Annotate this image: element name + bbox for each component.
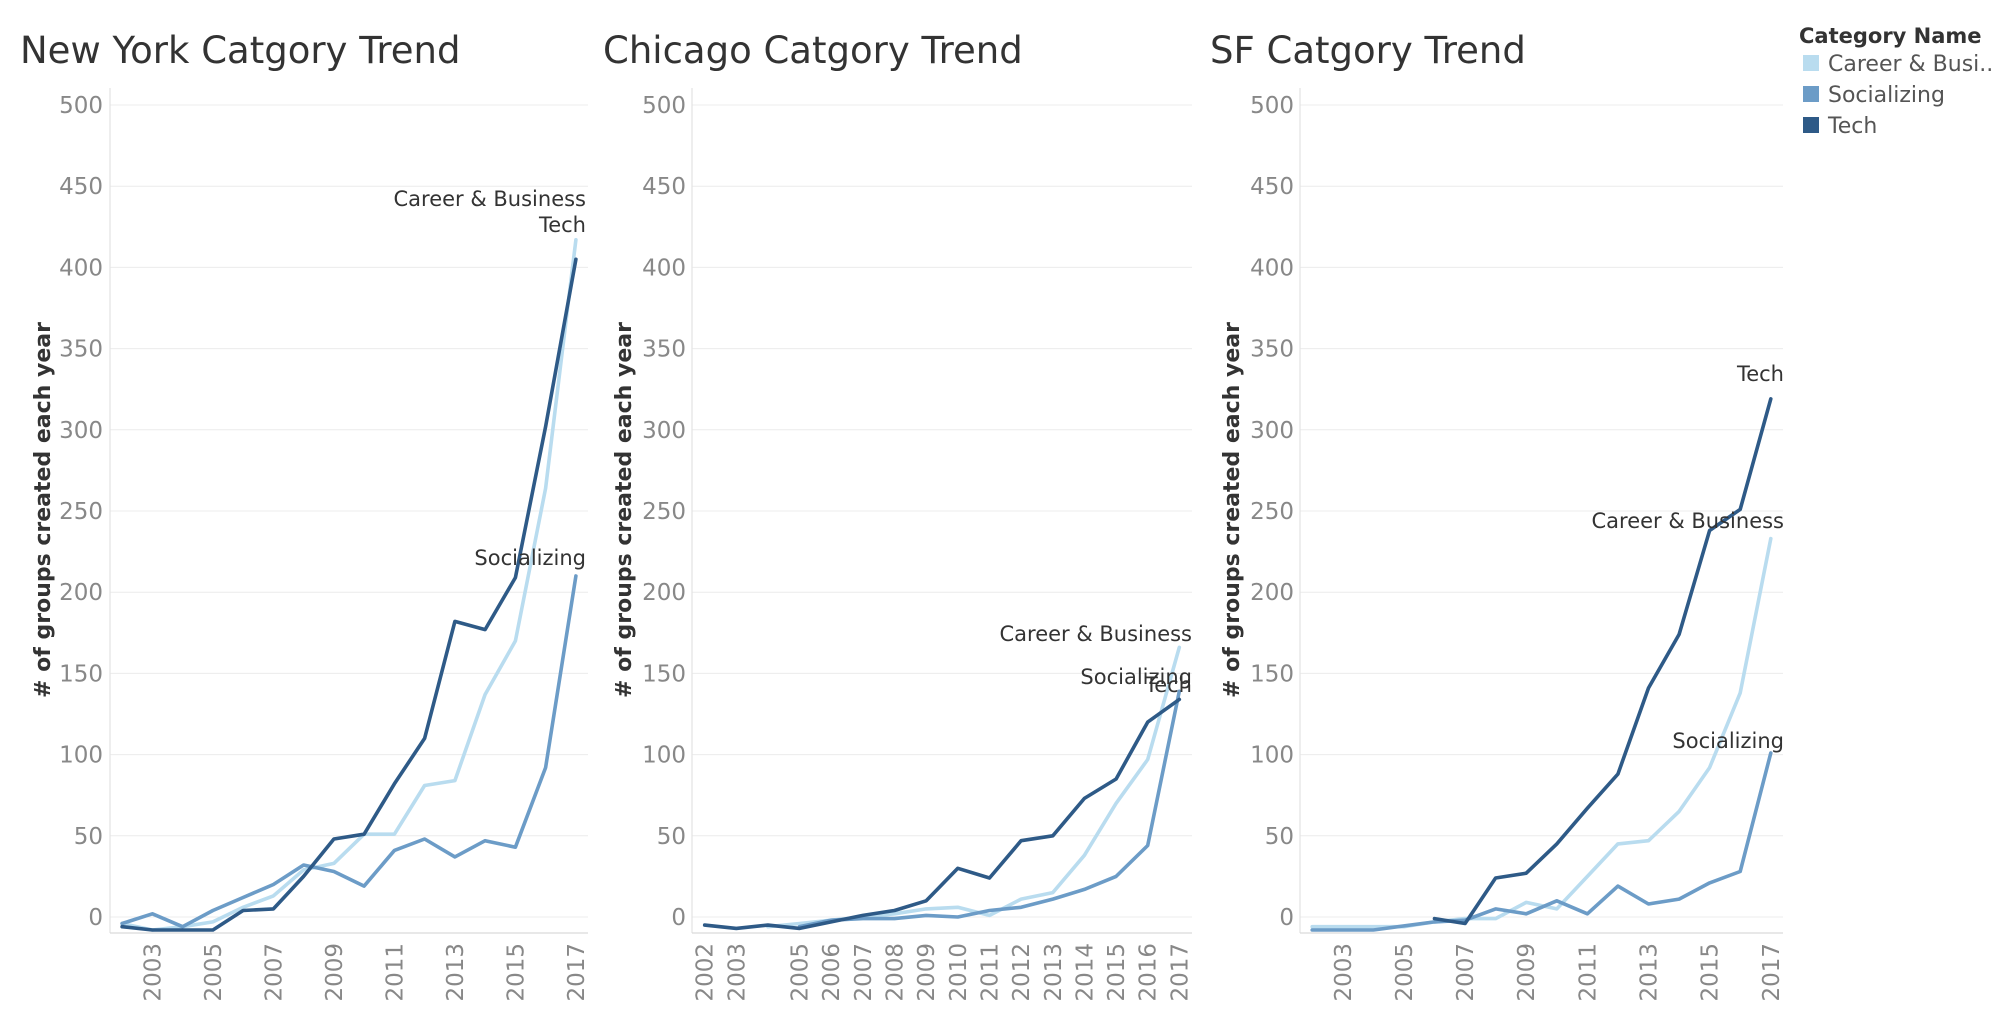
- x-tick-label: 2003: [140, 943, 166, 1002]
- y-tick-label: 400: [1250, 255, 1294, 281]
- x-tick-label: 2003: [724, 943, 750, 1002]
- series-label: Tech: [1736, 362, 1784, 386]
- x-tick-label: 2007: [261, 943, 287, 1002]
- series-line-tech: [120, 257, 578, 932]
- y-axis-label: # of groups created each year: [612, 322, 637, 698]
- x-tick-label: 2011: [1575, 943, 1601, 1002]
- y-tick-label: 0: [671, 905, 686, 931]
- legend: Category Name Career & Busi.. Socializin…: [1799, 24, 1993, 139]
- y-tick-label: 0: [1279, 905, 1294, 931]
- series-line-tech: [702, 697, 1182, 931]
- series-label: Socializing: [474, 546, 586, 570]
- y-tick-label: 250: [1250, 499, 1294, 525]
- x-tick-label: 2011: [977, 943, 1003, 1002]
- x-tick-label: 2005: [788, 943, 814, 1002]
- chart-title: New York Catgory Trend: [20, 29, 460, 72]
- x-tick-label: 2007: [1453, 943, 1479, 1002]
- y-tick-label: 400: [59, 255, 103, 281]
- y-tick-label: 300: [59, 418, 103, 444]
- x-tick-label: 2013: [443, 943, 469, 1002]
- x-tick-label: 2009: [322, 943, 348, 1002]
- x-tick-label: 2009: [1514, 943, 1540, 1002]
- y-tick-label: 150: [1250, 661, 1294, 687]
- y-axis-label: # of groups created each year: [31, 322, 56, 698]
- y-tick-label: 350: [59, 337, 103, 363]
- y-tick-label: 500: [1250, 93, 1294, 119]
- chart-panel-2: Chicago Catgory Trend 0 50 100 150 200 250 300 3…: [603, 29, 1193, 1002]
- series-label: Career & Business: [999, 622, 1192, 646]
- series-label: Tech: [538, 213, 586, 237]
- series-label: Socializing: [1080, 665, 1192, 689]
- y-tick-label: 250: [59, 499, 103, 525]
- x-tick-label: 2009: [914, 943, 940, 1002]
- x-tick-label: 2005: [201, 943, 227, 1002]
- series-line-career-business: [120, 238, 578, 932]
- y-tick-label: 350: [1250, 337, 1294, 363]
- x-tick-label: 2015: [503, 943, 529, 1002]
- series-label: Career & Business: [393, 187, 586, 211]
- x-tick-label: 2003: [1331, 943, 1357, 1002]
- y-tick-label: 100: [59, 743, 103, 769]
- series-line-career-business: [766, 645, 1182, 929]
- y-axis-label: # of groups created each year: [1220, 322, 1245, 698]
- chart-panel-3: SF Catgory Trend 0 50 100 150 200 250 300 350 400…: [1210, 29, 1785, 1002]
- x-tick-label: 2012: [1009, 943, 1035, 1002]
- x-tick-label: 2005: [1392, 943, 1418, 1002]
- legend-swatch-tech: [1803, 117, 1819, 133]
- series-line-socializing: [120, 574, 578, 929]
- y-tick-label: 50: [1265, 824, 1294, 850]
- y-tick-label: 350: [642, 337, 686, 363]
- y-tick-label: 400: [642, 255, 686, 281]
- chart-panel-1: New York Catgory Trend 0 50 100 150 200 250 300…: [20, 29, 590, 1002]
- x-tick-label: 2013: [1041, 943, 1067, 1002]
- x-tick-label: 2017: [564, 943, 590, 1002]
- x-tick-label: 2013: [1636, 943, 1662, 1002]
- x-tick-label: 2008: [883, 943, 909, 1002]
- y-tick-label: 150: [59, 661, 103, 687]
- legend-swatch-socializing: [1803, 86, 1819, 102]
- x-tick-label: 2017: [1759, 943, 1785, 1002]
- y-tick-label: 200: [59, 580, 103, 606]
- y-tick-label: 500: [642, 93, 686, 119]
- x-tick-label: 2015: [1698, 943, 1724, 1002]
- y-tick-label: 50: [657, 824, 686, 850]
- y-tick-label: 0: [88, 905, 103, 931]
- series-line-socializing: [1310, 751, 1773, 932]
- y-tick-label: 50: [74, 824, 103, 850]
- series-label: Career & Business: [1591, 509, 1784, 533]
- x-tick-label: 2007: [851, 943, 877, 1002]
- legend-title: Category Name: [1799, 24, 1982, 48]
- y-tick-label: 500: [59, 93, 103, 119]
- legend-swatch-career: [1803, 55, 1819, 71]
- series-label: Tech: [1144, 673, 1192, 697]
- legend-label-career: Career & Busi..: [1828, 52, 1993, 77]
- y-tick-label: 200: [642, 580, 686, 606]
- y-tick-label: 250: [642, 499, 686, 525]
- series-line-tech: [1432, 397, 1773, 926]
- y-tick-label: 300: [642, 418, 686, 444]
- legend-label-socializing: Socializing: [1828, 83, 1945, 108]
- y-tick-label: 450: [59, 174, 103, 200]
- x-tick-label: 2011: [382, 943, 408, 1002]
- y-tick-label: 150: [642, 661, 686, 687]
- x-tick-label: 2006: [819, 943, 845, 1002]
- chart-title: SF Catgory Trend: [1210, 29, 1526, 72]
- y-tick-label: 100: [642, 743, 686, 769]
- y-tick-label: 100: [1250, 743, 1294, 769]
- chart-title: Chicago Catgory Trend: [603, 29, 1023, 72]
- legend-label-tech: Tech: [1827, 114, 1877, 139]
- x-tick-label: 2010: [946, 943, 972, 1002]
- y-tick-label: 450: [642, 174, 686, 200]
- x-tick-label: 2014: [1072, 943, 1098, 1002]
- x-tick-label: 2015: [1104, 943, 1130, 1002]
- series-label: Socializing: [1672, 729, 1784, 753]
- y-tick-label: 300: [1250, 418, 1294, 444]
- x-tick-label: 2002: [693, 943, 719, 1002]
- x-tick-label: 2016: [1136, 943, 1162, 1002]
- series-line-socializing: [797, 689, 1182, 929]
- x-tick-label: 2017: [1167, 943, 1193, 1002]
- y-tick-label: 450: [1250, 174, 1294, 200]
- y-tick-label: 200: [1250, 580, 1294, 606]
